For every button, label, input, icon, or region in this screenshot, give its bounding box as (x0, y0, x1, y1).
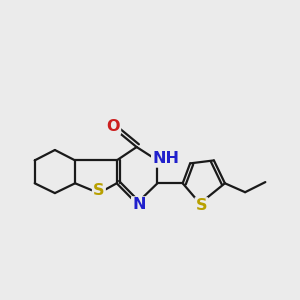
Text: N: N (132, 197, 146, 212)
Text: O: O (106, 119, 120, 134)
Text: NH: NH (152, 152, 179, 166)
Text: S: S (196, 198, 207, 213)
Text: S: S (93, 183, 105, 198)
